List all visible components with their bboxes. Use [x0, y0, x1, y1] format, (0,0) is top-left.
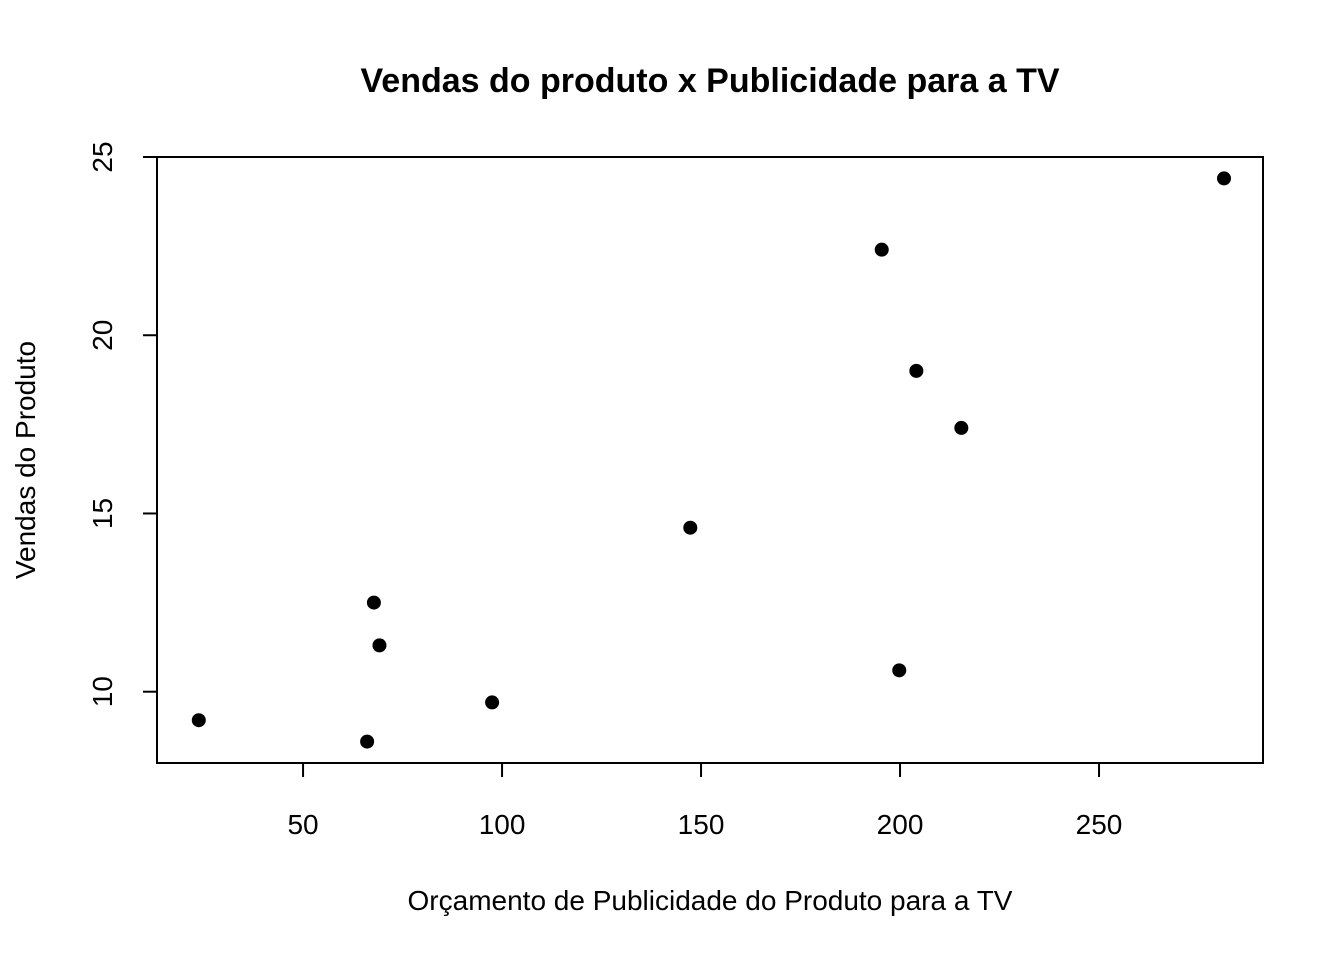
data-point — [485, 695, 500, 710]
data-point — [683, 520, 698, 535]
x-axis-label: Orçamento de Publicidade do Produto para… — [408, 885, 1013, 916]
x-tick-label: 200 — [877, 809, 924, 840]
data-point — [909, 363, 924, 378]
y-tick-label: 15 — [87, 498, 118, 529]
data-point — [372, 638, 387, 653]
x-axis: 50 100 150 200 250 — [287, 762, 1123, 840]
y-tick-label: 20 — [87, 320, 118, 351]
data-point — [1216, 171, 1231, 186]
data-point — [191, 713, 206, 728]
y-tick-label: 10 — [87, 676, 118, 707]
x-tick-label: 150 — [678, 809, 725, 840]
y-tick-label: 25 — [87, 141, 118, 172]
chart-title: Vendas do produto x Publicidade para a T… — [360, 62, 1059, 100]
plot-frame — [156, 156, 1264, 764]
data-point — [366, 595, 381, 610]
data-point — [874, 242, 889, 257]
x-tick-label: 250 — [1076, 809, 1123, 840]
x-tick-label: 50 — [287, 809, 318, 840]
data-points — [191, 171, 1231, 749]
data-point — [892, 663, 907, 678]
y-axis-label: Vendas do Produto — [10, 341, 41, 579]
data-point — [954, 420, 969, 435]
x-tick-label: 100 — [479, 809, 526, 840]
y-axis: 10 15 20 25 — [87, 141, 158, 707]
data-point — [360, 734, 375, 749]
